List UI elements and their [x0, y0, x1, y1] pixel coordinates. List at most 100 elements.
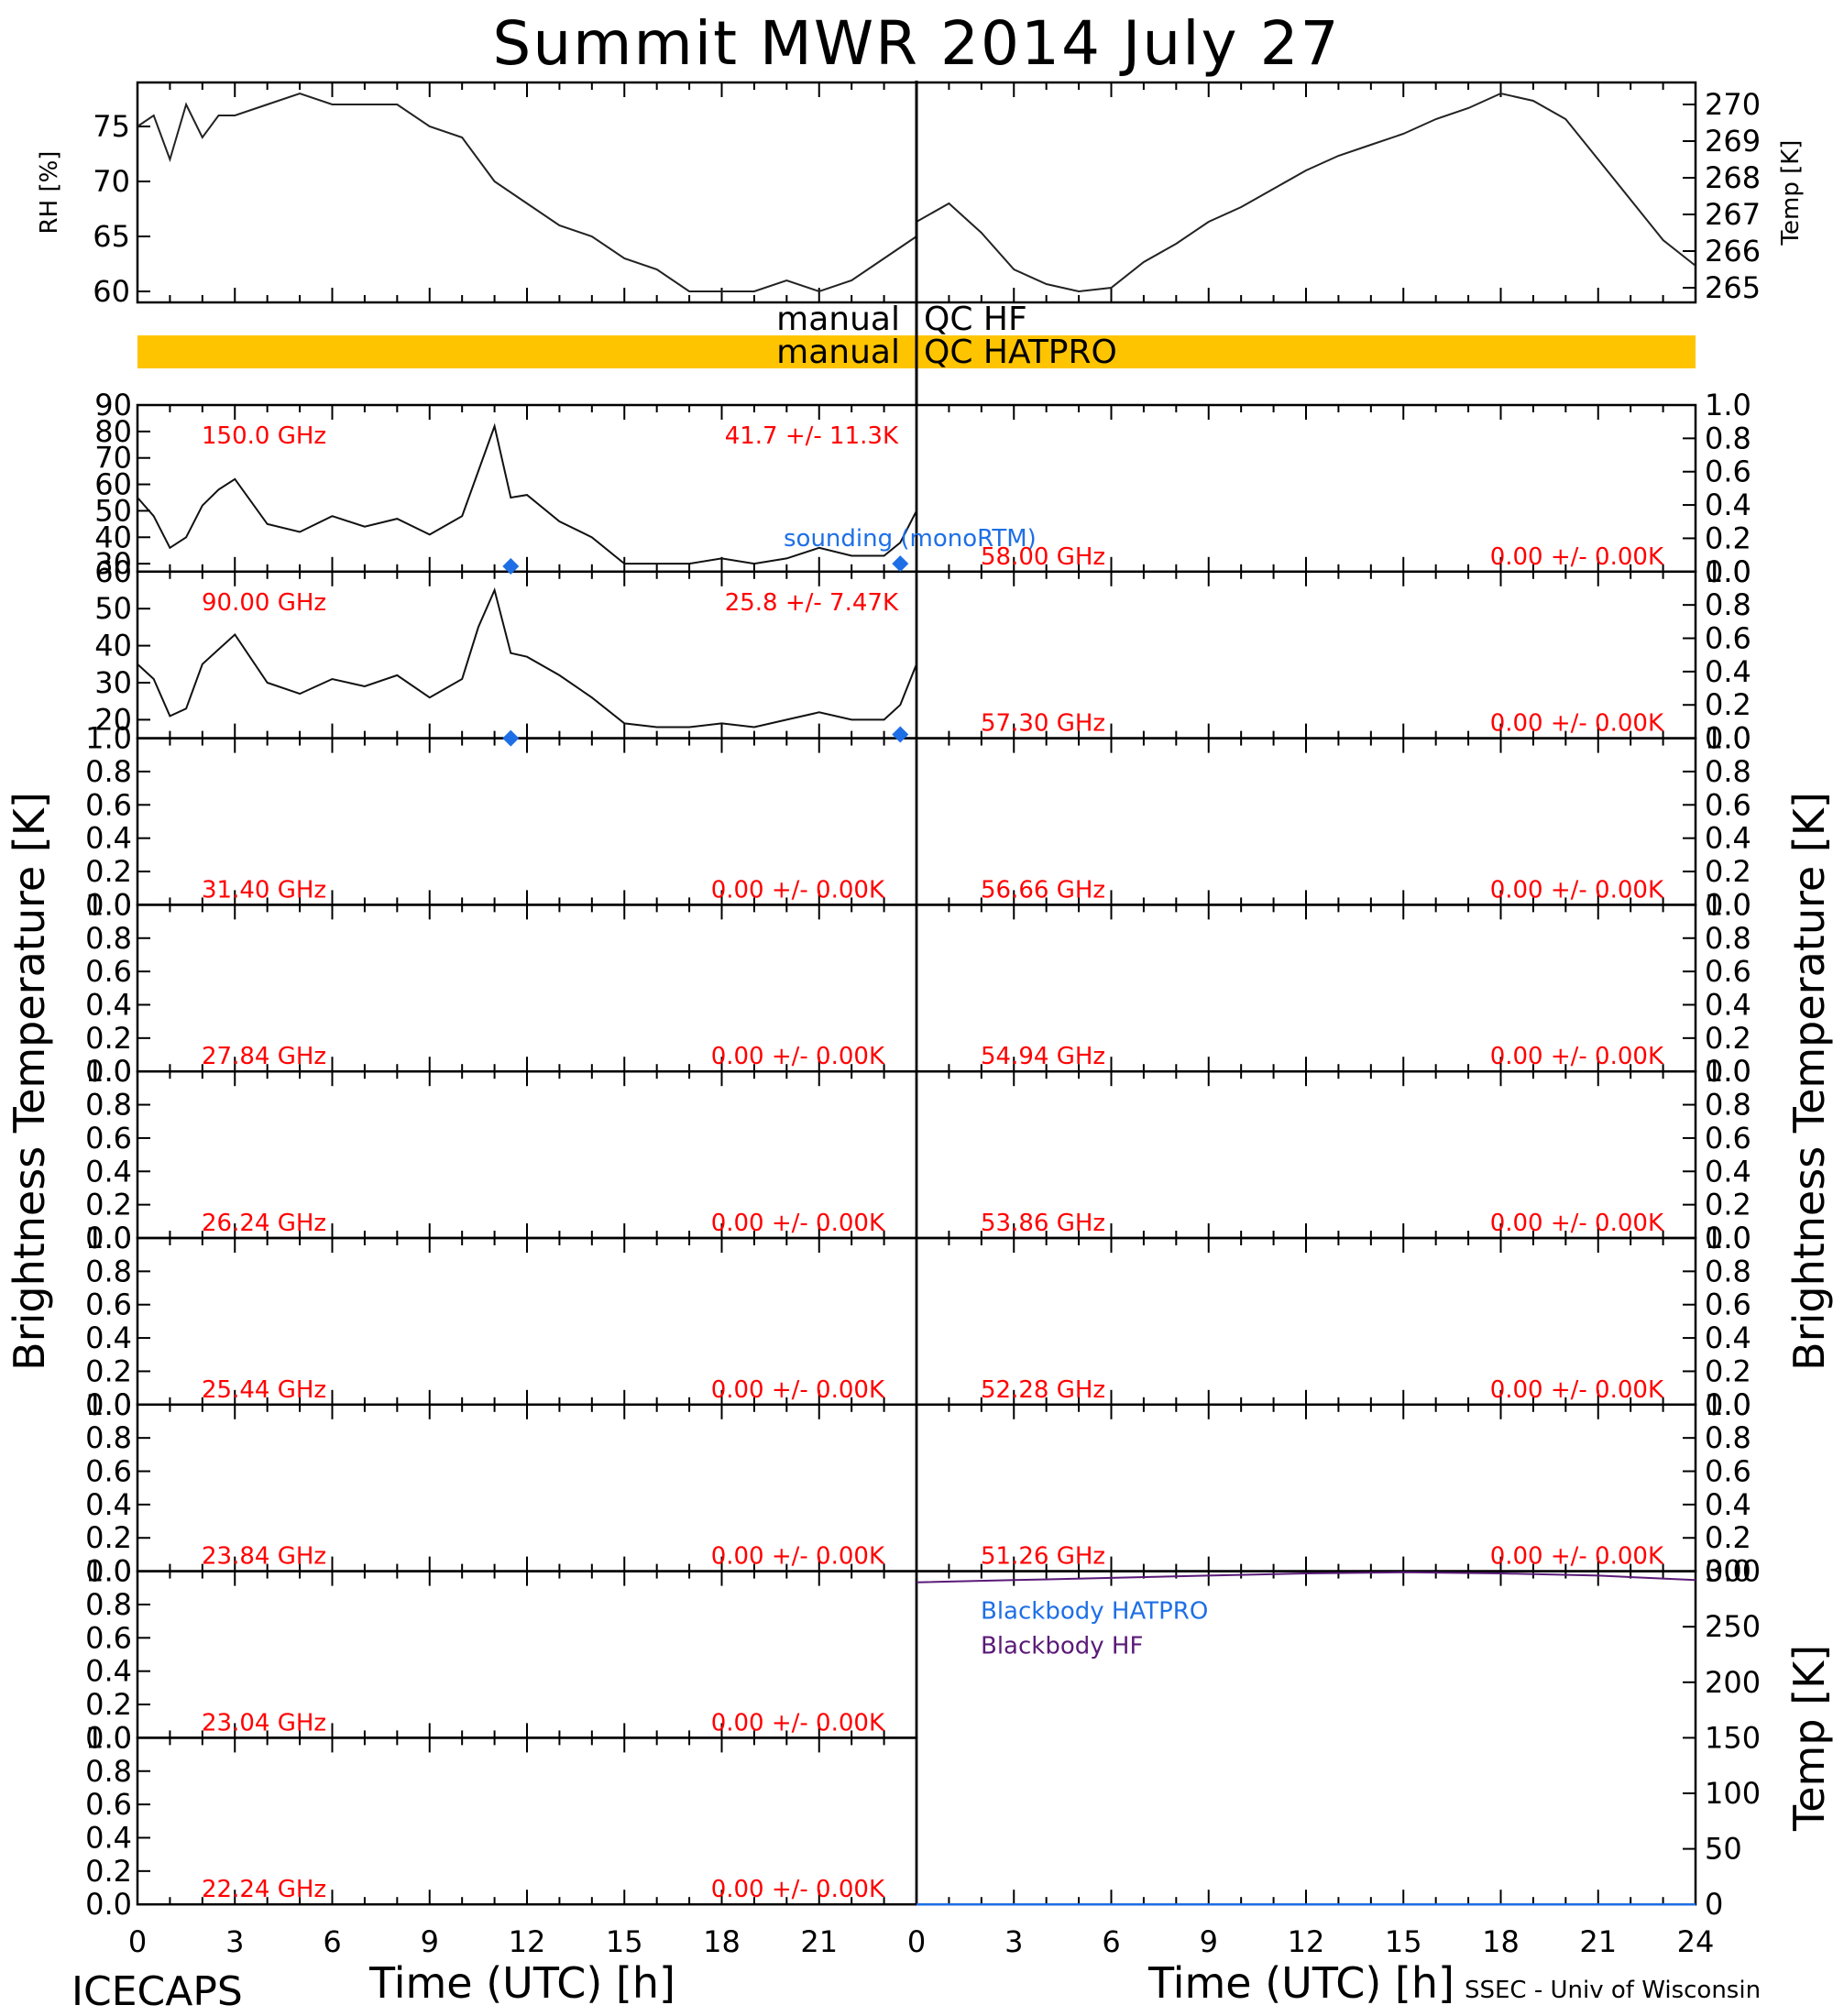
panel-right-0-tick-label: 0.0	[1705, 554, 1751, 589]
sounding-legend: sounding (monoRTM)	[784, 525, 1037, 553]
x-tick-label: 6	[1102, 1924, 1120, 1959]
x-tick-label: 9	[421, 1924, 439, 1959]
panel-right-4-freq: 53.86 GHz	[981, 1210, 1105, 1237]
series-9000-line	[137, 586, 917, 729]
qc-hatpro-right: QC HATPRO	[924, 334, 1117, 371]
legend-blackbody-hf: Blackbody HF	[981, 1633, 1143, 1660]
panel-right-5-tick-label: 1.0	[1705, 1221, 1751, 1255]
panel-left-6-tick-label: 0.4	[85, 1487, 132, 1522]
panel-left-5-tick-label: 0.0	[85, 1387, 132, 1422]
panel-right-4-tick-label: 1.0	[1705, 1054, 1751, 1089]
panel-right-5-tick-label: 0.2	[1705, 1353, 1751, 1388]
temp-tick-label: 270	[1705, 87, 1761, 122]
panel-right-4-tick-label: 0.6	[1705, 1121, 1751, 1156]
panel-left-8-tick-label: 1.0	[85, 1720, 132, 1755]
x-tick-label: 9	[1200, 1924, 1218, 1959]
x-tick-label: 18	[1482, 1924, 1520, 1959]
panel-right-2-freq: 56.66 GHz	[981, 876, 1105, 904]
panel-left-5-tick-label: 0.2	[85, 1353, 132, 1388]
panel-right-6-tick-label: 0.8	[1705, 1420, 1751, 1455]
x-tick-label: 15	[1385, 1924, 1422, 1959]
panel-left-0-tick-label: 60	[94, 467, 132, 502]
temp-axis-label: Temp [K]	[1777, 140, 1805, 247]
panel-left-5-tick-label: 1.0	[85, 1221, 132, 1255]
panel-left-0-tick-label: 40	[94, 520, 132, 554]
panel-right-3-tick-label: 0.0	[1705, 1054, 1751, 1089]
y-axis-label-left: Brightness Temperature [K]	[5, 792, 54, 1371]
panel-left-0-tick-label: 30	[94, 546, 132, 581]
panel-left-1-tick-label: 40	[94, 629, 132, 663]
rh-axis-label: RH [%]	[36, 151, 63, 235]
panel-right-0-tick-label: 0.6	[1705, 455, 1751, 489]
x-tick-label: 21	[800, 1924, 838, 1959]
panel-right-5-tick-label: 0.4	[1705, 1320, 1751, 1355]
panel-left-2-tick-label: 0.6	[85, 787, 132, 822]
x-tick-label: 24	[1677, 1924, 1715, 1959]
panel-right-3-tick-label: 0.4	[1705, 987, 1751, 1022]
sounding-marker	[502, 729, 520, 747]
panel-left-4-tick-label: 0.2	[85, 1188, 132, 1222]
x-tick-label: 12	[509, 1924, 546, 1959]
panel-left-5-tick-label: 0.4	[85, 1320, 132, 1355]
panel-left-3-tick-label: 0.4	[85, 987, 132, 1022]
temp-tick-label: 269	[1705, 124, 1761, 159]
x-axis-label-left: Time (UTC) [h]	[368, 1958, 675, 2008]
panel-left-4-stats: 0.00 +/- 0.00K	[711, 1210, 885, 1237]
panel-left-8-tick-label: 0.8	[85, 1754, 132, 1789]
panel-left-8-tick-label: 0.6	[85, 1787, 132, 1822]
panel-right-5-freq: 52.28 GHz	[981, 1376, 1105, 1404]
panel-right-3-tick-label: 0.8	[1705, 921, 1751, 956]
sounding-marker	[892, 555, 909, 573]
panel-left-2-stats: 0.00 +/- 0.00K	[711, 876, 885, 904]
rh-series-line	[137, 92, 917, 293]
panel-left-7-tick-label: 0.6	[85, 1620, 132, 1655]
panel-left-4-tick-label: 0.6	[85, 1121, 132, 1156]
x-tick-label: 6	[323, 1924, 341, 1959]
panel-right-6-tick-label: 1.0	[1705, 1387, 1751, 1422]
panel-right-0-tick-label: 1.0	[1705, 388, 1751, 422]
panel-left-7-freq: 23.04 GHz	[202, 1709, 326, 1737]
panel-right-0-freq: 58.00 GHz	[981, 543, 1105, 571]
panel-left-2-freq: 31.40 GHz	[202, 876, 326, 904]
x-tick-label: 21	[1579, 1924, 1617, 1959]
panel-left-5-freq: 25.44 GHz	[202, 1376, 326, 1404]
blackbody-tick-label: 50	[1705, 1832, 1742, 1867]
panel-left-7-tick-label: 0.0	[85, 1720, 132, 1755]
panel-right-1-tick-label: 0.4	[1705, 654, 1751, 689]
x-tick-label: 3	[225, 1924, 244, 1959]
temp-tick-label: 265	[1705, 270, 1761, 305]
temp-series-line	[916, 92, 1696, 293]
rh-tick-label: 65	[93, 219, 130, 254]
panel-left-0-tick-label: 50	[94, 493, 132, 528]
panel-left-7-tick-label: 0.8	[85, 1587, 132, 1622]
panel-right-1-freq: 57.30 GHz	[981, 710, 1105, 738]
panel-right-4-tick-label: 0.0	[1705, 1221, 1751, 1255]
panel-left-8-tick-label: 0.2	[85, 1854, 132, 1889]
panel-left-1-tick-label: 60	[94, 554, 132, 589]
x-tick-label: 0	[907, 1924, 926, 1959]
panel-left-4-tick-label: 0.0	[85, 1221, 132, 1255]
panel-right-2-tick-label: 1.0	[1705, 721, 1751, 756]
qc-hf-right: QC HF	[924, 301, 1027, 338]
panel-left-0-freq: 150.0 GHz	[202, 422, 326, 450]
panel-left-4-tick-label: 1.0	[85, 1054, 132, 1089]
panel-left-2-tick-label: 0.0	[85, 887, 132, 922]
panel-right-6-tick-label: 0.6	[1705, 1454, 1751, 1489]
panel-left-3-tick-label: 0.0	[85, 1054, 132, 1089]
panel-right-4-tick-label: 0.4	[1705, 1154, 1751, 1189]
panel-right-6-tick-label: 0.2	[1705, 1520, 1751, 1555]
panel-left-5-tick-label: 0.8	[85, 1254, 132, 1288]
x-axis-label-right: Time (UTC) [h]	[1147, 1958, 1454, 2008]
x-tick-label: 18	[703, 1924, 741, 1959]
panel-left-6-tick-label: 0.2	[85, 1520, 132, 1555]
panel-left-8-tick-label: 0.4	[85, 1820, 132, 1855]
panel-left-7-tick-label: 1.0	[85, 1554, 132, 1589]
panel-left-6-freq: 23.84 GHz	[202, 1543, 326, 1571]
panel-left-1-tick-label: 50	[94, 591, 132, 626]
panel-right-3-tick-label: 0.6	[1705, 954, 1751, 989]
qc-hatpro-left: manual	[776, 334, 900, 371]
panel-right-0-tick-label: 0.8	[1705, 421, 1751, 455]
panel-right-3-tick-label: 0.2	[1705, 1021, 1751, 1056]
panel-right-2-tick-label: 0.8	[1705, 754, 1751, 789]
